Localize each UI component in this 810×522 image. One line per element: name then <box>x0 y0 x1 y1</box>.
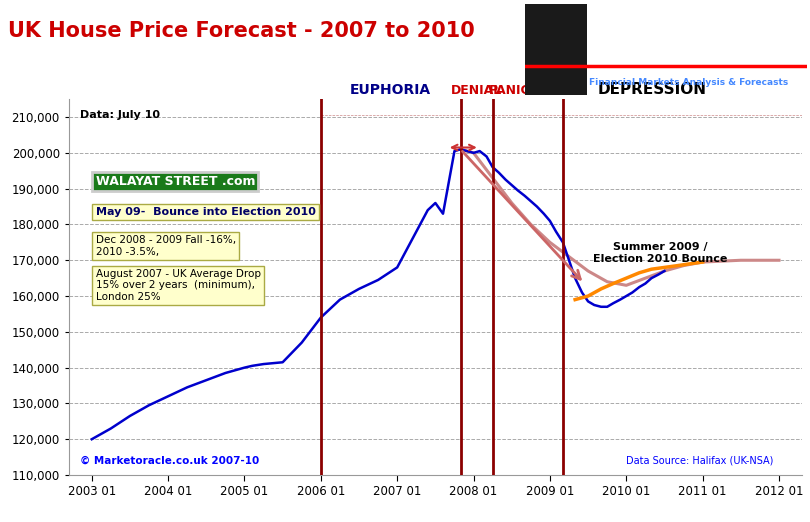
Text: Data: July 10: Data: July 10 <box>80 111 160 121</box>
Text: August 2007 - UK Average Drop
15% over 2 years  (minimum),
London 25%: August 2007 - UK Average Drop 15% over 2… <box>96 269 261 302</box>
Text: May 09-  Bounce into Election 2010: May 09- Bounce into Election 2010 <box>96 207 315 217</box>
Text: PANIC: PANIC <box>488 84 531 97</box>
Text: MarketOracle.co.uk: MarketOracle.co.uk <box>615 29 761 42</box>
Text: DEPRESSION: DEPRESSION <box>597 82 706 97</box>
Text: Financial Markets Analysis & Forecasts: Financial Markets Analysis & Forecasts <box>589 78 788 87</box>
Text: Summer 2009 /
Election 2010 Bounce: Summer 2009 / Election 2010 Bounce <box>594 242 728 264</box>
Text: EUPHORIA: EUPHORIA <box>350 84 431 97</box>
Text: WALAYAT STREET .com: WALAYAT STREET .com <box>96 175 255 188</box>
Text: © Marketoracle.co.uk 2007-10: © Marketoracle.co.uk 2007-10 <box>80 456 259 466</box>
Text: Data Source: Halifax (UK-NSA): Data Source: Halifax (UK-NSA) <box>626 456 774 466</box>
Text: UK House Price Forecast - 2007 to 2010: UK House Price Forecast - 2007 to 2010 <box>8 21 475 41</box>
Text: DENIAL: DENIAL <box>451 84 502 97</box>
Text: Dec 2008 - 2009 Fall -16%,
2010 -3.5%,: Dec 2008 - 2009 Fall -16%, 2010 -3.5%, <box>96 235 236 257</box>
FancyBboxPatch shape <box>525 4 587 95</box>
